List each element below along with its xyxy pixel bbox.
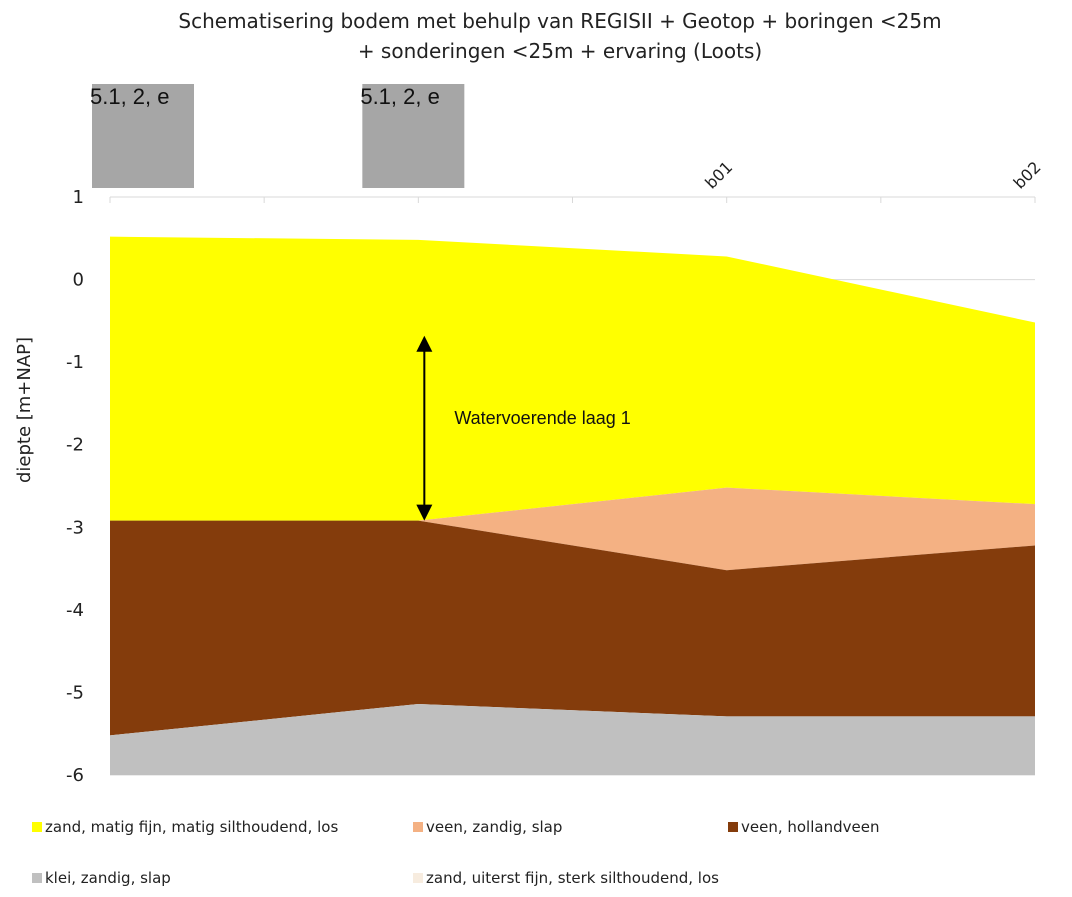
category-label-b02: b02 bbox=[1010, 158, 1045, 193]
boring-marker: 5.1, 2, e bbox=[360, 84, 465, 188]
annotation: Watervoerende laag 1 bbox=[416, 335, 631, 521]
y-tick-label: -1 bbox=[66, 352, 84, 373]
chart-title: Schematisering bodem met behulp van REGI… bbox=[178, 9, 941, 63]
legend-swatch bbox=[413, 873, 423, 883]
legend-label: veen, zandig, slap bbox=[426, 818, 562, 836]
legend-swatch bbox=[32, 873, 42, 883]
layer-klei bbox=[110, 703, 1035, 775]
legend-swatch bbox=[413, 822, 423, 832]
x-axis bbox=[109, 196, 1036, 203]
legend-label: zand, uiterst fijn, sterk silthoudend, l… bbox=[426, 869, 719, 887]
annotation-arrow-head-up bbox=[416, 335, 433, 352]
annotation-text: Watervoerende laag 1 bbox=[454, 408, 630, 428]
layer-zand bbox=[110, 236, 1035, 521]
legend-label: zand, matig fijn, matig silthoudend, los bbox=[45, 818, 338, 836]
chart-title-line-1: Schematisering bodem met behulp van REGI… bbox=[178, 9, 941, 33]
legend-item: veen, zandig, slap bbox=[413, 818, 562, 836]
legend-label: klei, zandig, slap bbox=[45, 869, 171, 887]
category-label-b01: b01 bbox=[701, 158, 736, 193]
legend: zand, matig fijn, matig silthoudend, los… bbox=[32, 818, 879, 887]
boring-marker-label: 5.1, 2, e bbox=[90, 84, 170, 109]
layer-veen bbox=[110, 487, 1035, 571]
y-tick-label: -2 bbox=[66, 435, 84, 456]
legend-item: zand, matig fijn, matig silthoudend, los bbox=[32, 818, 338, 836]
boring-marker-label: 5.1, 2, e bbox=[360, 84, 440, 109]
y-axis-tick-labels: 1 0 -1 -2 -3 -4 -5 -6 bbox=[66, 187, 84, 786]
y-tick-label: 0 bbox=[73, 270, 84, 291]
category-labels: b01 b02 bbox=[701, 158, 1044, 193]
boring-marker: 5.1, 2, e bbox=[90, 84, 194, 188]
legend-item: zand, uiterst fijn, sterk silthoudend, l… bbox=[413, 869, 719, 887]
soil-layer-areas bbox=[110, 236, 1035, 775]
y-tick-label: -5 bbox=[66, 682, 84, 703]
chart-title-line-2: + sonderingen <25m + ervaring (Loots) bbox=[358, 39, 762, 63]
boring-marker-block bbox=[362, 84, 465, 188]
layer-veen bbox=[110, 520, 1035, 736]
annotation-arrow-head-down bbox=[416, 504, 433, 521]
y-tick-label: 1 bbox=[73, 187, 84, 208]
boring-markers: 5.1, 2, e 5.1, 2, e bbox=[90, 84, 465, 188]
boring-marker-block bbox=[92, 84, 194, 188]
legend-item: klei, zandig, slap bbox=[32, 869, 171, 887]
y-axis-label: diepte [m+NAP] bbox=[14, 337, 35, 483]
legend-label: veen, hollandveen bbox=[741, 818, 879, 836]
y-tick-label: -4 bbox=[66, 600, 84, 621]
y-tick-label: -3 bbox=[66, 517, 84, 538]
legend-item: veen, hollandveen bbox=[728, 818, 879, 836]
legend-swatch bbox=[32, 822, 42, 832]
y-tick-label: -6 bbox=[66, 765, 84, 786]
legend-swatch bbox=[728, 822, 738, 832]
